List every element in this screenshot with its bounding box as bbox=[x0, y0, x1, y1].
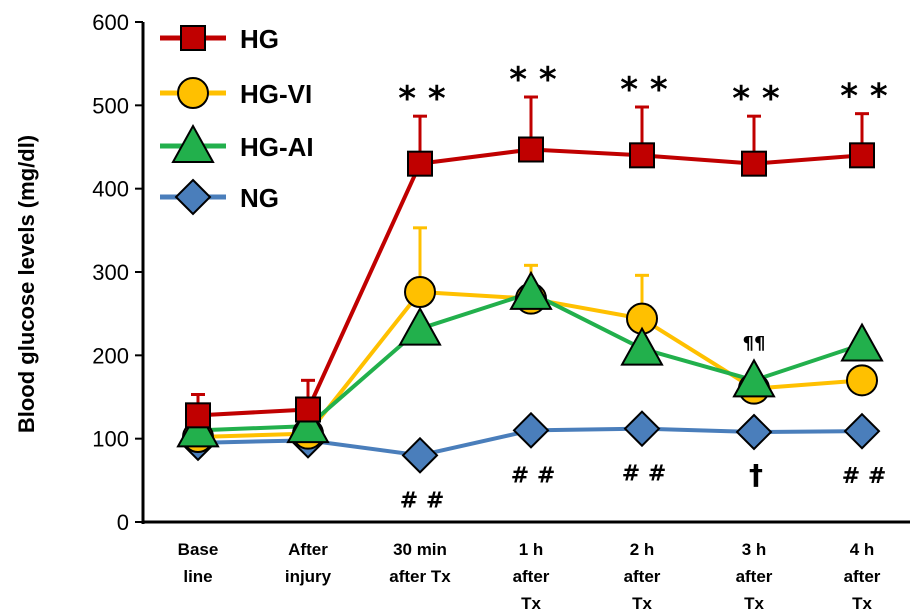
significance-stars: * * bbox=[509, 60, 557, 100]
y-tick-label: 0 bbox=[117, 510, 129, 535]
x-tick-label: after bbox=[624, 567, 661, 586]
ng-comparison-mark: † bbox=[749, 458, 763, 491]
x-tick-label: after bbox=[513, 567, 550, 586]
legend-label-hg-ai: HG-AI bbox=[240, 132, 314, 162]
x-tick-label: 1 h bbox=[519, 540, 544, 559]
x-tick-label: Tx bbox=[632, 594, 652, 613]
x-tick-label: Tx bbox=[744, 594, 764, 613]
legend-marker-ng bbox=[174, 178, 212, 216]
x-tick-label: 3 h bbox=[742, 540, 767, 559]
data-point-hg-vi bbox=[404, 276, 436, 308]
legend-label-hg-vi: HG-VI bbox=[240, 79, 312, 109]
legend: HG HG-VI HG-AI NG bbox=[160, 24, 314, 216]
data-point-ng bbox=[843, 412, 881, 450]
data-point-hg bbox=[849, 142, 875, 169]
legend-marker-hg-ai bbox=[171, 123, 215, 163]
significance-stars: * * bbox=[840, 77, 888, 117]
x-tick-label: Base bbox=[178, 540, 219, 559]
x-tick-label: 30 min bbox=[393, 540, 447, 559]
x-tick-label: 4 h bbox=[850, 540, 875, 559]
significance-stars: * * bbox=[398, 79, 446, 119]
y-tick-label: 600 bbox=[92, 10, 129, 35]
data-point-ng bbox=[512, 411, 550, 449]
legend-marker-hg bbox=[180, 25, 206, 51]
y-axis-label: Blood glucose levels (mg/dl) bbox=[14, 135, 39, 433]
legend-label-hg: HG bbox=[240, 24, 279, 54]
ng-comparison-mark: # # bbox=[400, 488, 445, 513]
y-tick-label: 200 bbox=[92, 343, 129, 368]
x-tick-label: Tx bbox=[521, 594, 541, 613]
x-tick-label: Tx bbox=[852, 594, 872, 613]
y-tick-label: 300 bbox=[92, 260, 129, 285]
significance-stars: * * bbox=[620, 70, 668, 110]
legend-label-ng: NG bbox=[240, 183, 279, 213]
data-point-ng bbox=[401, 436, 439, 474]
data-point-hg bbox=[741, 150, 767, 177]
ng-comparison-mark: # # bbox=[511, 463, 556, 488]
data-point-ng bbox=[735, 413, 773, 451]
series-markers bbox=[176, 136, 884, 474]
data-point-hg bbox=[407, 150, 433, 177]
y-tick-label: 400 bbox=[92, 177, 129, 202]
data-point-ng bbox=[623, 410, 661, 448]
x-tick-label: line bbox=[183, 567, 212, 586]
x-tick-label: 2 h bbox=[630, 540, 655, 559]
x-tick-label: After bbox=[288, 540, 328, 559]
data-point-hg-ai bbox=[840, 322, 884, 362]
legend-marker-hg-vi bbox=[177, 77, 209, 109]
data-point-hg bbox=[518, 136, 544, 163]
data-point-hg bbox=[185, 402, 211, 429]
pilcrow-mark: ¶¶ bbox=[743, 333, 766, 354]
data-point-hg-ai bbox=[620, 326, 664, 366]
ng-comparison-mark: # # bbox=[622, 462, 667, 487]
x-tick-label: after bbox=[844, 567, 881, 586]
data-point-hg-ai bbox=[398, 306, 442, 346]
data-point-hg-ai bbox=[286, 404, 330, 444]
y-tick-label: 500 bbox=[92, 93, 129, 118]
significance-stars: * * bbox=[732, 79, 780, 119]
y-tick-label: 100 bbox=[92, 427, 129, 452]
data-point-hg-ai bbox=[732, 358, 776, 398]
data-point-hg bbox=[295, 396, 321, 423]
ng-comparison-mark: # # bbox=[842, 464, 887, 489]
significance-annotations: * * * * * * * * * * # # # # # # † # # ¶¶ bbox=[398, 60, 888, 513]
data-point-hg-ai bbox=[509, 270, 553, 310]
x-tick-label: after Tx bbox=[389, 567, 451, 586]
x-tick-label: after bbox=[736, 567, 773, 586]
data-point-hg bbox=[629, 142, 655, 169]
x-tick-label: injury bbox=[285, 567, 332, 586]
axes: 0 100 200 300 400 500 600 Base line After injury 30… bbox=[92, 10, 910, 613]
data-point-hg-vi bbox=[846, 364, 878, 397]
